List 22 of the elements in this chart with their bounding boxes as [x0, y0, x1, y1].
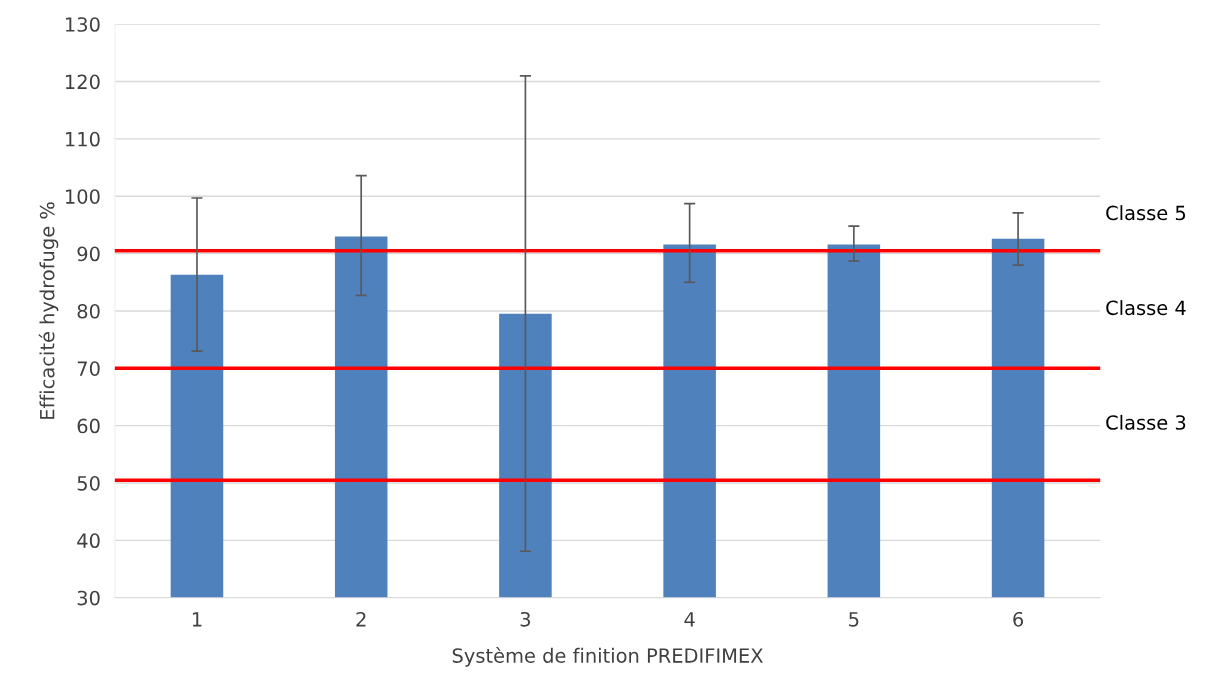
y-axis-title: Efficacité hydrofuge % — [38, 202, 59, 419]
x-axis-title: Système de finition PREDIFIMEX — [452, 647, 763, 667]
y-tick-label: 30 — [77, 590, 100, 606]
text: Classe 4 — [1106, 300, 1186, 316]
y-tick-label: 80 — [77, 303, 100, 319]
x-tick-label: 4 — [684, 612, 695, 627]
y-tick-label: 70 — [77, 361, 100, 376]
x-tick-label: 5 — [849, 612, 859, 627]
y-tick-label: 40 — [77, 533, 100, 549]
y-tick-label: 60 — [77, 418, 100, 434]
y-tick-label: 90 — [77, 246, 100, 262]
y-tick-label: 110 — [65, 131, 100, 147]
y-tick-label: 120 — [65, 74, 100, 90]
text: Classe 3 — [1106, 414, 1186, 430]
x-tick-label: 6 — [1013, 611, 1024, 627]
x-tick-label: 2 — [356, 611, 366, 627]
text: Classe 5 — [1106, 205, 1186, 221]
x-tick-label: 1 — [192, 612, 202, 627]
x-tick-label: 3 — [520, 611, 531, 627]
y-tick-label: 50 — [77, 475, 100, 491]
y-tick-label: 100 — [65, 189, 100, 204]
y-tick-label: 130 — [65, 17, 100, 32]
